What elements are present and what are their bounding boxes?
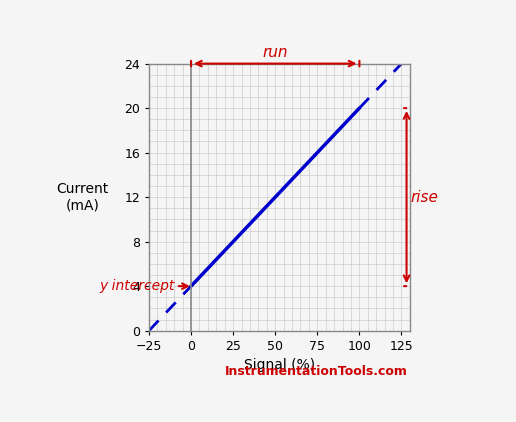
Text: rise: rise xyxy=(411,189,439,205)
Text: run: run xyxy=(263,45,288,60)
Y-axis label: Current
(mA): Current (mA) xyxy=(56,182,108,212)
X-axis label: Signal (%): Signal (%) xyxy=(244,358,315,372)
Text: y intercept: y intercept xyxy=(99,279,174,293)
Text: InstrumentationTools.com: InstrumentationTools.com xyxy=(224,365,407,379)
